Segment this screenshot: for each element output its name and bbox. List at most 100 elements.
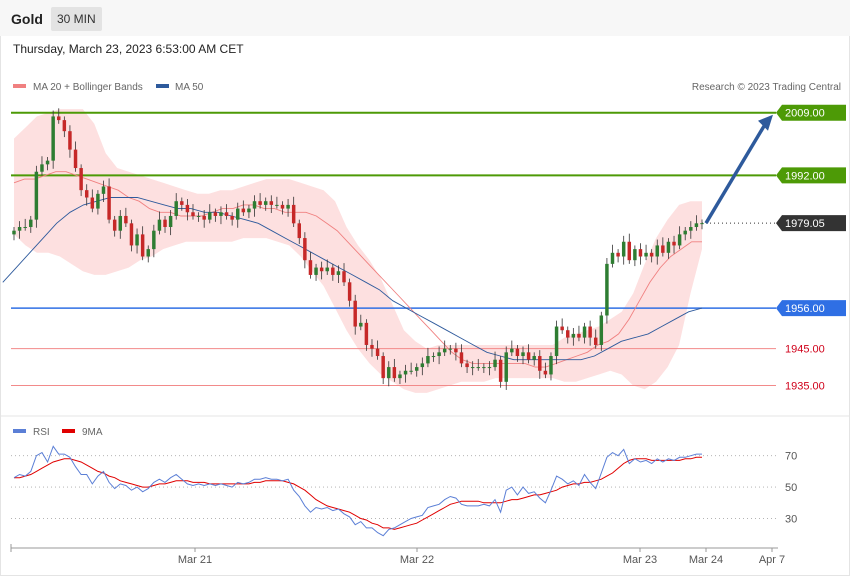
ma50-legend-swatch [156, 84, 169, 88]
candle [677, 226, 682, 250]
candle [101, 180, 106, 202]
candle [96, 190, 100, 215]
asset-title: Gold [11, 11, 43, 27]
candle [409, 362, 413, 375]
candle [236, 202, 240, 228]
candle [504, 346, 508, 390]
x-tick-label: Mar 21 [178, 554, 212, 566]
level-tag-resistance [776, 167, 846, 184]
candle [258, 193, 262, 209]
level-tag-resistance [776, 104, 846, 121]
rsi-legend-label: RSI [33, 427, 50, 438]
candle [168, 210, 173, 236]
candle [549, 352, 553, 381]
candle [291, 196, 296, 228]
rsi-legend-swatch [13, 429, 26, 433]
candle [661, 237, 665, 257]
candle [280, 201, 285, 215]
candle [566, 326, 570, 344]
candle [375, 340, 380, 360]
candle [442, 340, 447, 357]
candle [202, 210, 206, 228]
level-tag-label: 1979.05 [785, 218, 825, 230]
candle [431, 352, 436, 362]
candle [51, 110, 55, 169]
candle [269, 195, 274, 214]
candle [23, 218, 27, 231]
candle [135, 228, 139, 254]
candle [347, 278, 352, 307]
candle [521, 346, 525, 365]
candle [146, 245, 150, 263]
candle [174, 193, 178, 220]
candle [577, 325, 581, 342]
candle [196, 212, 201, 222]
candle [12, 227, 16, 241]
ma50-legend-label: MA 50 [175, 82, 204, 93]
candle [420, 357, 425, 376]
candle [40, 156, 44, 176]
candle [593, 329, 598, 349]
candle [112, 215, 117, 237]
candle [437, 346, 441, 365]
candle [700, 219, 704, 230]
candle [124, 207, 128, 228]
candle [554, 320, 559, 365]
candle [448, 344, 453, 355]
candle [426, 347, 430, 368]
candle [538, 350, 542, 379]
candle [498, 356, 503, 388]
candle [381, 352, 385, 385]
candle [571, 328, 576, 346]
candle [672, 235, 676, 254]
candle [470, 361, 475, 376]
candle [588, 320, 592, 346]
candle [68, 125, 72, 158]
candle [208, 204, 212, 224]
candle [482, 363, 486, 373]
rsi-tick-label: 30 [785, 513, 797, 525]
candle [543, 362, 548, 379]
candle [605, 257, 609, 324]
level-tag-label: 1992.00 [785, 170, 825, 182]
x-tick-label: Mar 24 [689, 554, 723, 566]
candle [398, 370, 402, 385]
candle [689, 221, 693, 239]
candle [454, 342, 458, 361]
candle [308, 252, 313, 279]
candle [364, 319, 369, 351]
x-tick-label: Mar 23 [623, 554, 657, 566]
candle [152, 224, 156, 258]
candle [297, 219, 302, 244]
candle [319, 261, 324, 280]
candle [359, 314, 363, 331]
chart-header: Gold 30 MIN [0, 0, 850, 36]
candle [157, 211, 162, 235]
candle [610, 244, 615, 268]
candle [73, 141, 78, 172]
candle [45, 156, 50, 171]
candle [331, 263, 335, 281]
candle [487, 361, 492, 376]
level-tag-label: 1956.00 [785, 303, 825, 315]
candle [683, 227, 687, 241]
x-tick-label: Mar 22 [400, 554, 434, 566]
forecast-arrow [704, 121, 768, 225]
candle [694, 215, 699, 231]
ma9-legend-swatch [62, 429, 75, 433]
candle [62, 116, 67, 138]
candle [465, 359, 469, 373]
candle [599, 311, 604, 351]
candle [79, 164, 83, 197]
candle [219, 206, 223, 225]
candle [560, 318, 564, 334]
candle [649, 249, 654, 263]
ma20-legend-label: MA 20 + Bollinger Bands [33, 82, 143, 93]
timeframe-badge[interactable]: 30 MIN [51, 7, 102, 31]
level-tag-label: 2009.00 [785, 108, 825, 120]
candle [90, 189, 95, 213]
candle [191, 204, 195, 220]
candle [510, 340, 514, 357]
level-tag-last [776, 215, 846, 232]
